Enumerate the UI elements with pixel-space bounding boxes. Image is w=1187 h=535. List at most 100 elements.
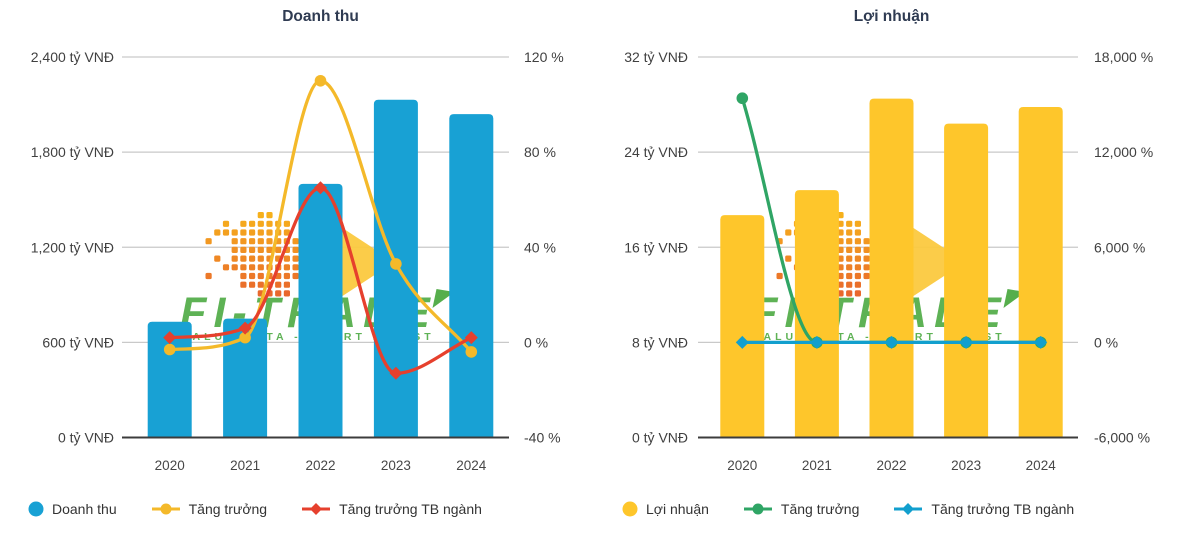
watermark-pixel-dot (283, 272, 290, 280)
watermark-pixel-dot (846, 255, 853, 262)
legend-item-growth[interactable]: Tăng trưởng (743, 501, 859, 517)
watermark-pixel-dot (863, 264, 870, 271)
watermark-pixel-dot (863, 272, 870, 280)
watermark-pixel-dot (292, 238, 299, 245)
legend-item-growth[interactable]: Tăng trưởng (151, 501, 267, 517)
watermark-pixel-dot (283, 264, 290, 271)
watermark-pixel-dot (837, 238, 844, 245)
watermark-pixel-dot (240, 281, 247, 288)
watermark-pixel-dot (837, 212, 844, 219)
data-point-2022[interactable] (314, 181, 327, 195)
watermark-pixel-dot (240, 246, 247, 253)
revenue-series-marker-icon (28, 501, 44, 517)
chart-title: Doanh thu (282, 8, 359, 25)
legend-item-profit[interactable]: Lợi nhuận (622, 501, 709, 517)
diamond-marker (310, 503, 323, 515)
x-axis-label: 2024 (1026, 458, 1057, 473)
watermark-pixel-dot (266, 238, 273, 245)
watermark-pixel-dot (854, 290, 861, 297)
watermark-pixel-dot (275, 281, 282, 288)
y-axis-label: 16 tỷ VNĐ (624, 239, 688, 255)
watermark-pixel-dot (283, 229, 290, 236)
watermark-pixel-dot (249, 220, 256, 227)
bar-2022[interactable] (298, 183, 343, 438)
y-axis-label: 32 tỷ VNĐ (624, 49, 688, 65)
y-axis-label: 1,200 tỷ VNĐ (31, 239, 114, 255)
industry-growth-series-marker-icon (894, 503, 923, 515)
bar-2023[interactable] (944, 123, 989, 438)
circle-marker (752, 503, 764, 515)
circle-marker (160, 503, 172, 515)
watermark-pixel-dot (854, 246, 861, 253)
y2-axis-label: 0 % (1094, 334, 1118, 350)
y-axis-label: 8 tỷ VNĐ (632, 334, 688, 350)
data-point-2020[interactable] (736, 92, 749, 105)
watermark-pixel-dot (257, 272, 264, 280)
watermark-pixel-dot (240, 229, 247, 236)
legend-item-industry-growth[interactable]: Tăng trưởng TB ngành (301, 501, 482, 517)
bar-2024[interactable] (449, 114, 494, 438)
data-point-2024[interactable] (464, 331, 478, 345)
data-point-2021[interactable] (810, 335, 824, 349)
watermark-pixel-dot (283, 220, 290, 227)
legend-label: Lợi nhuận (646, 501, 709, 517)
bar-2021[interactable] (223, 318, 268, 438)
bar-2022[interactable] (869, 98, 914, 438)
watermark-pixel-dot (214, 255, 221, 262)
legend-item-industry-growth[interactable]: Tăng trưởng TB ngành (893, 501, 1074, 517)
data-point-2023[interactable] (390, 258, 402, 270)
watermark-pixel-dot (240, 264, 247, 271)
bar-2024[interactable] (1018, 106, 1063, 438)
watermark-pixel-dot (785, 255, 792, 262)
x-axis-label: 2022 (876, 458, 906, 473)
y2-axis-label: -6,000 % (1094, 430, 1150, 446)
watermark-pixel-dot (240, 238, 247, 245)
watermark-pixel-dot (837, 272, 844, 280)
watermark-pixel-dot (854, 281, 861, 288)
watermark-pixel-dot (846, 272, 853, 280)
diamond-marker (902, 503, 915, 515)
data-point-2020[interactable] (735, 335, 749, 349)
watermark-pixel-dot (292, 272, 299, 280)
watermark-pixel-dot (257, 238, 264, 245)
watermark-pixel-dot (205, 272, 212, 280)
watermark-pixel-dot (292, 264, 299, 271)
y-axis-label: 2,400 tỷ VNĐ (31, 49, 114, 65)
watermark-pixel-dot (283, 290, 290, 297)
watermark-pixel-dot (863, 246, 870, 253)
circle-swatch (28, 501, 44, 517)
circle-swatch (622, 501, 638, 517)
watermark-pixel-dot (837, 290, 844, 297)
industry-growth-series-marker-icon (302, 503, 331, 515)
watermark-pixel-dot (249, 255, 256, 262)
legend-label: Tăng trưởng (780, 501, 860, 517)
data-point-2023[interactable] (959, 335, 973, 349)
data-point-2020[interactable] (163, 331, 177, 345)
watermark-pixel-dot (231, 246, 238, 253)
watermark-pixel-dot (257, 255, 264, 262)
data-point-2024[interactable] (1034, 335, 1048, 349)
y2-axis-label: 40 % (524, 239, 556, 255)
x-axis-label: 2021 (230, 458, 260, 473)
data-point-2021[interactable] (239, 331, 251, 344)
watermark-pixel-dot (863, 255, 870, 262)
watermark-pixel-dot (776, 272, 783, 280)
profit-chart-legend: Lợi nhuận Tăng trưởng Tăng trưởng TB ngà… (622, 501, 1074, 517)
bar-2021[interactable] (794, 190, 839, 438)
data-point-2021[interactable] (238, 321, 252, 335)
data-point-2020[interactable] (163, 343, 176, 356)
data-point-2023[interactable] (389, 366, 403, 380)
watermark-arrow-icon (342, 228, 395, 296)
data-point-2024[interactable] (465, 346, 478, 358)
data-point-2022[interactable] (885, 335, 898, 349)
watermark-pixel-dot (205, 238, 212, 245)
legend-item-revenue[interactable]: Doanh thu (28, 501, 117, 517)
y-axis-label: 0 tỷ VNĐ (58, 430, 114, 446)
watermark-pixel-dot (257, 229, 264, 236)
x-axis-label: 2023 (951, 458, 981, 473)
data-point-2022[interactable] (314, 74, 327, 87)
bar-2020[interactable] (720, 215, 765, 438)
watermark-pixel-dot (266, 246, 273, 253)
y2-axis-label: 12,000 % (1094, 144, 1153, 160)
watermark-pixel-dot (837, 229, 844, 236)
